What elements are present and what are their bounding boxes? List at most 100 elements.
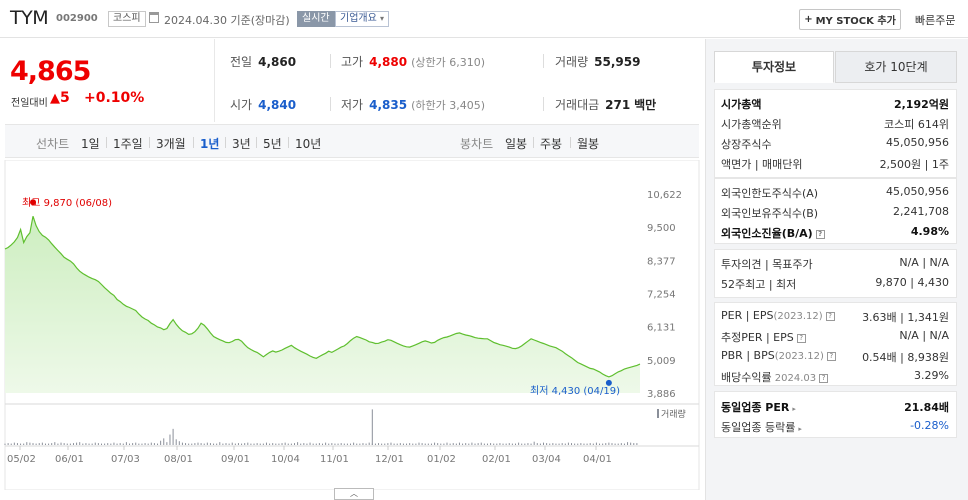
price-change-value: 5 — [60, 90, 70, 106]
realtime-badge[interactable]: 실시간 — [297, 11, 335, 27]
tab-order-book[interactable]: 호가 10단계 — [835, 51, 957, 83]
day-high-value: 4,880 — [369, 55, 408, 69]
candle-tab-0[interactable]: 일봉 — [505, 137, 528, 151]
open-price-value: 4,840 — [258, 98, 297, 112]
x-tick-label: 08/01 — [164, 454, 193, 465]
period-tab-0[interactable]: 1일 — [81, 137, 100, 151]
candle-tab-1[interactable]: 주봉 — [540, 137, 563, 151]
y-tick-label: 6,131 — [647, 323, 676, 334]
info-row-sublabel: (2023.12) — [774, 351, 824, 362]
period-tab-6[interactable]: 10년 — [295, 137, 322, 151]
info-row-value: 21.84배 — [904, 401, 949, 414]
help-icon[interactable]: ? — [825, 312, 835, 321]
day-low-value: 4,835 — [369, 98, 408, 112]
prev-close: 전일 4,860 — [230, 53, 296, 70]
info-row-value: 45,050,956 — [886, 136, 949, 149]
period-tab-4[interactable]: 3년 — [232, 137, 251, 151]
price-panel: 4,865 전일대비 ▲5 +0.10% — [0, 39, 215, 122]
period-tab-2[interactable]: 3개월 — [156, 137, 186, 151]
stock-header: TYM 002900 코스피 2024.04.30 기준(장마감) 실시간 기업… — [0, 0, 968, 38]
chevron-down-icon: ▾ — [380, 14, 385, 23]
volume: 거래량 55,959 — [555, 53, 640, 70]
price-change: ▲5 — [50, 90, 70, 106]
info-group-opinion: 투자의견 | 목표주가 N/A | N/A 52주최고 | 최저 9,870 | 4,… — [714, 249, 957, 298]
open-price-label: 시가 — [230, 98, 253, 112]
candle-tab-2[interactable]: 월봉 — [577, 137, 600, 151]
info-row: 외국인보유주식수(B) 2,241,708 — [721, 205, 949, 221]
info-row: PBR | BPS(2023.12)? 0.54배 | 8,938원 — [721, 349, 949, 365]
price-area — [5, 216, 640, 393]
info-row: 52주최고 | 최저 9,870 | 4,430 — [721, 276, 949, 292]
period-tab-3[interactable]: 1년 — [200, 137, 220, 151]
day-high: 고가 4,880 (상한가 6,310) — [341, 53, 485, 70]
x-tick-label: 05/02 — [7, 454, 36, 465]
info-row: 동일업종 PER ▸ 21.84배 — [721, 399, 949, 415]
x-tick-label: 10/04 — [271, 454, 300, 465]
help-icon[interactable]: ? — [819, 374, 829, 383]
my-stock-add-button[interactable]: + MY STOCK 추가 — [799, 9, 901, 30]
period-tab-1[interactable]: 1주일 — [113, 137, 143, 151]
period-tab-5[interactable]: 5년 — [263, 137, 282, 151]
tab-investment-info[interactable]: 투자정보 — [714, 51, 834, 83]
x-tick-label: 03/04 — [532, 454, 561, 465]
x-tick-label: 04/01 — [583, 454, 612, 465]
tab-divider — [533, 137, 534, 148]
company-overview-button[interactable]: 기업개요 ▾ — [335, 11, 390, 27]
info-row-label: 외국인소진율(B/A)? — [721, 225, 825, 241]
divider — [543, 54, 544, 68]
tab-divider — [193, 137, 194, 148]
help-icon[interactable]: ? — [826, 352, 836, 361]
candle-chart-label: 봉차트 — [460, 137, 494, 151]
trade-amount-value: 271 — [605, 98, 631, 112]
quick-order-link[interactable]: 빠른주문 — [915, 14, 956, 27]
trade-amount-unit: 백만 — [634, 98, 657, 112]
info-row-label: 액면가 | 매매단위 — [721, 158, 803, 171]
x-tick-label: 09/01 — [221, 454, 250, 465]
info-row-label: 동일업종 등락률 ▸ — [721, 421, 802, 434]
trade-amount-label: 거래대금 — [555, 98, 600, 112]
info-row-value: 45,050,956 — [886, 185, 949, 198]
divider — [543, 97, 544, 111]
info-row-label: 시가총액 — [721, 98, 762, 111]
help-icon[interactable]: ? — [815, 230, 825, 239]
info-row: 추정PER | EPS? N/A | N/A — [721, 329, 949, 345]
prev-close-label: 전일 — [230, 55, 253, 69]
market-badge: 코스피 — [108, 11, 146, 27]
low-marker — [605, 379, 612, 386]
info-row-label: PER | EPS(2023.12)? — [721, 309, 835, 322]
volume-value: 55,959 — [594, 55, 641, 69]
help-icon[interactable]: ? — [796, 334, 806, 343]
info-row-value: N/A | N/A — [899, 329, 949, 342]
low-label: 최저 4,430 (04/19) — [530, 385, 620, 397]
change-rate: +0.10% — [84, 90, 145, 106]
info-row-label: 동일업종 PER ▸ — [721, 401, 796, 414]
y-tick-label: 3,886 — [647, 389, 676, 400]
info-row-value: 3.29% — [914, 369, 949, 382]
price-chart-svg: 10,622 9,500 8,377 7,254 6,131 5,009 3,886 최고 9… — [4, 160, 700, 490]
tab-divider — [256, 137, 257, 148]
chevron-up-icon: ︿ — [350, 489, 358, 498]
info-row-value: N/A | N/A — [899, 256, 949, 269]
info-row-label: 외국인보유주식수(B) — [721, 207, 819, 220]
open-price: 시가 4,840 — [230, 96, 296, 113]
info-row-label: 추정PER | EPS? — [721, 329, 806, 345]
tab-divider — [225, 137, 226, 148]
chevron-right-icon[interactable]: ▸ — [798, 425, 802, 433]
info-row: 시가총액순위 코스피 614위 — [721, 116, 949, 132]
info-row-label: 시가총액순위 — [721, 118, 782, 131]
price-chart[interactable]: 10,622 9,500 8,377 7,254 6,131 5,009 3,886 최고 9… — [0, 160, 700, 490]
volume-label: 거래량 — [555, 55, 589, 69]
info-row-value: 코스피 614위 — [884, 118, 949, 131]
chevron-right-icon[interactable]: ▸ — [792, 405, 796, 413]
as-of-date: 2024.04.30 기준(장마감) — [164, 14, 290, 27]
chart-collapse-button[interactable]: ︿ — [334, 488, 374, 500]
info-row: 동일업종 등락률 ▸ -0.28% — [721, 419, 949, 435]
info-row-value: 3.63배 | 1,341원 — [862, 311, 949, 324]
my-stock-add-label: MY STOCK 추가 — [815, 16, 896, 27]
investment-info-panel: 투자정보 호가 10단계 시가총액 2,192억원 시가총액순위 코스피 614위 상장… — [705, 39, 968, 500]
change-label: 전일대비 — [11, 98, 48, 109]
x-tick-label: 12/01 — [375, 454, 404, 465]
info-row-value: 9,870 | 4,430 — [875, 276, 949, 289]
